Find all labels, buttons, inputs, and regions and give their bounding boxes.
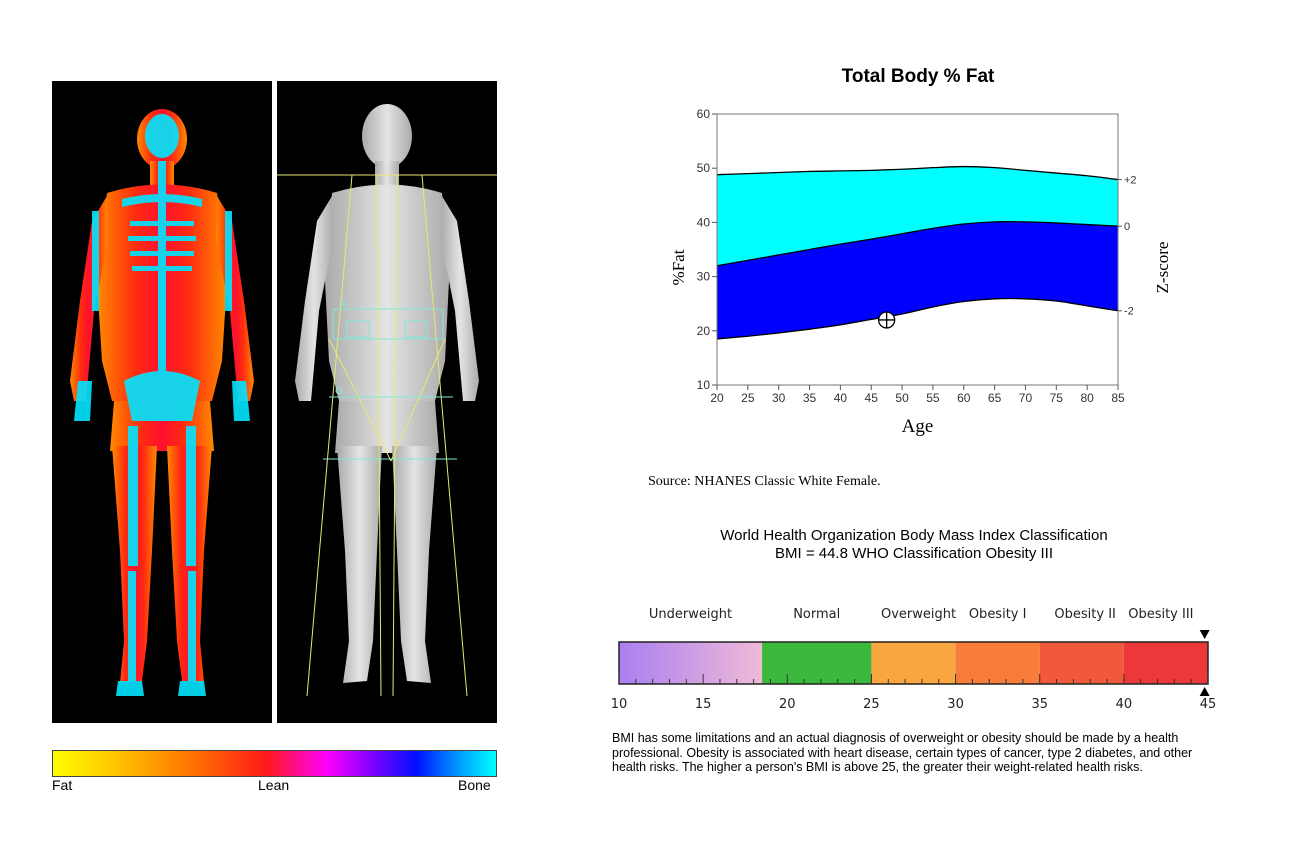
x-tick-label: 75 — [1050, 391, 1064, 405]
x-tick-label: 55 — [926, 391, 940, 405]
bmi-tick-label: 20 — [779, 697, 796, 712]
x-tick-label: 45 — [865, 391, 879, 405]
x-axis-label: Age — [902, 416, 934, 437]
bmi-segment — [871, 642, 956, 684]
y-tick-label: 50 — [697, 161, 711, 175]
zscore-tick-label: +2 — [1124, 175, 1137, 187]
line-zscore-plus2 — [716, 165, 1119, 181]
zscore-tick-label: 0 — [1124, 221, 1130, 233]
bmi-value-marker-bottom — [1199, 687, 1210, 696]
who-title-line1: World Health Organization Body Mass Inde… — [720, 527, 1108, 544]
x-tick-label: 35 — [803, 391, 817, 405]
bmi-category-label: Normal — [793, 607, 840, 622]
y-tick-label: 30 — [697, 270, 711, 284]
grayscale-body-scan-image: A G — [277, 81, 497, 723]
tissue-color-scale-bar — [52, 750, 497, 777]
bmi-category-label: Obesity II — [1054, 607, 1115, 622]
chart-title: Total Body % Fat — [841, 66, 995, 87]
patient-marker — [878, 311, 896, 329]
who-bmi-line: BMI = 44.8 WHO Classification Obesity II… — [774, 545, 1053, 562]
band-upper-plus2-to-zero — [717, 166, 1118, 266]
bmi-segment — [762, 642, 872, 684]
x-tick-label: 80 — [1080, 391, 1094, 405]
region-g-label: G — [335, 386, 343, 397]
line-zscore-zero — [716, 221, 1119, 267]
x-tick-label: 65 — [988, 391, 1002, 405]
x-tick-label: 60 — [957, 391, 971, 405]
y-axis-label: %Fat — [669, 249, 688, 285]
bmi-disclaimer-text: BMI has some limitations and an actual d… — [612, 731, 1193, 774]
bmi-segment — [1039, 642, 1124, 684]
bmi-tick-label: 15 — [695, 697, 712, 712]
x-tick-label: 20 — [710, 391, 724, 405]
band-lower-zero-to-minus2 — [717, 221, 1118, 339]
bmi-segment — [1123, 642, 1208, 684]
bmi-category-label: Obesity I — [969, 607, 1027, 622]
source-note: Source: NHANES Classic White Female. — [648, 474, 881, 489]
y-tick-label: 20 — [697, 324, 711, 338]
color-body-scan-image — [52, 81, 272, 723]
who-classification-title: World Health Organization Body Mass Inde… — [640, 527, 1188, 563]
bmi-category-label: Overweight — [881, 607, 956, 622]
bmi-tick-label: 45 — [1200, 697, 1217, 712]
x-tick-label: 50 — [895, 391, 909, 405]
y-tick-label: 10 — [697, 378, 711, 392]
bmi-tick-label: 30 — [947, 697, 964, 712]
bmi-segment — [619, 642, 763, 684]
x-tick-label: 85 — [1111, 391, 1125, 405]
x-tick-label: 25 — [741, 391, 755, 405]
bmi-segment — [955, 642, 1040, 684]
right-axis-label: Z-score — [1153, 242, 1172, 294]
bmi-category-label: Underweight — [649, 607, 732, 622]
y-tick-label: 40 — [697, 215, 711, 229]
bmi-tick-label: 40 — [1116, 697, 1133, 712]
bmi-value-marker-top — [1199, 630, 1210, 639]
x-tick-label: 40 — [834, 391, 848, 405]
bmi-tick-label: 35 — [1031, 697, 1048, 712]
plot-frame — [716, 113, 1119, 386]
zscore-tick-label: -2 — [1124, 306, 1134, 318]
region-a-label: A — [341, 299, 348, 310]
bmi-tick-label: 10 — [611, 697, 628, 712]
line-zscore-minus2 — [716, 297, 1119, 340]
x-tick-label: 70 — [1019, 391, 1033, 405]
color-scale-bone-label: Bone — [458, 777, 491, 793]
y-tick-label: 60 — [697, 107, 711, 121]
bmi-category-label: Obesity III — [1128, 607, 1193, 622]
bmi-tick-label: 25 — [863, 697, 880, 712]
color-scale-fat-label: Fat — [52, 777, 73, 793]
bmi-scale-chart: Underweight Normal Overweight Obesity I Obes… — [611, 607, 1217, 712]
bmi-bar-frame — [618, 641, 1209, 685]
x-tick-label: 30 — [772, 391, 786, 405]
color-scale-lean-label: Lean — [258, 777, 290, 793]
